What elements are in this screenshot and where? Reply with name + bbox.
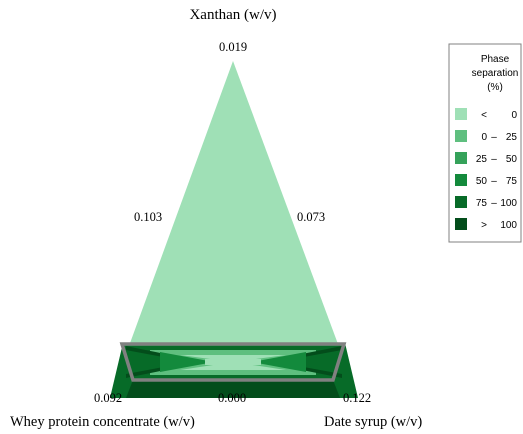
ternary-triangle bbox=[110, 61, 358, 398]
legend-swatch bbox=[455, 152, 467, 164]
legend-swatch bbox=[455, 218, 467, 230]
legend-swatch bbox=[455, 130, 467, 142]
legend-bin-high: 100 bbox=[500, 220, 517, 231]
tick-label-bottom-right: 0.122 bbox=[343, 391, 371, 405]
tick-label-bottom-center: 0.000 bbox=[218, 391, 246, 405]
legend-swatch bbox=[455, 108, 467, 120]
contour-band bbox=[160, 352, 214, 372]
legend: Phase separation (%) <00–2525–5050–7575–… bbox=[448, 43, 522, 243]
legend-bin-high: 0 bbox=[511, 110, 517, 121]
tick-label-right-edge: 0.073 bbox=[297, 210, 325, 224]
legend-swatch bbox=[455, 174, 467, 186]
legend-box bbox=[448, 43, 522, 243]
contour-band bbox=[276, 350, 342, 374]
vertex-label-bottom-right: Date syrup (w/v) bbox=[324, 414, 422, 430]
legend-bin-high: 25 bbox=[506, 132, 518, 143]
legend-bin-high: 50 bbox=[506, 154, 518, 165]
contour-region bbox=[110, 343, 358, 398]
contour-band bbox=[126, 380, 340, 398]
tick-label-bottom-left: 0.092 bbox=[94, 391, 122, 405]
legend-swatch bbox=[455, 196, 467, 208]
contour-band bbox=[180, 362, 286, 370]
legend-bin-low: 50 bbox=[476, 176, 488, 187]
legend-bin-low: < bbox=[481, 110, 487, 121]
legend-bin-dash: – bbox=[491, 198, 497, 209]
legend-title-line-2: separation bbox=[472, 68, 519, 79]
contour-band bbox=[126, 350, 190, 374]
legend-bin-dash: – bbox=[491, 176, 497, 187]
vertex-label-bottom-left: Whey protein concentrate (w/v) bbox=[10, 414, 195, 430]
legend-bin-low: > bbox=[481, 220, 487, 231]
tick-label-left-edge: 0.103 bbox=[134, 210, 162, 224]
contour-band bbox=[180, 355, 286, 362]
legend-bin-high: 75 bbox=[506, 176, 518, 187]
design-region-outline bbox=[119, 342, 347, 382]
legend-bin-high: 100 bbox=[500, 198, 517, 209]
tick-label-top: 0.019 bbox=[219, 40, 247, 54]
contour-band bbox=[205, 359, 261, 365]
legend-bin-low: 75 bbox=[476, 198, 488, 209]
legend-bin-low: 0 bbox=[481, 132, 487, 143]
contour-band bbox=[252, 352, 306, 372]
vertex-label-top: Xanthan (w/v) bbox=[189, 7, 276, 23]
legend-bin-low: 25 bbox=[476, 154, 488, 165]
legend-bin-dash: – bbox=[491, 154, 497, 165]
legend-bin-dash: – bbox=[491, 132, 497, 143]
legend-title-line-3: (%) bbox=[487, 82, 503, 93]
legend-title-line-1: Phase bbox=[481, 54, 510, 65]
